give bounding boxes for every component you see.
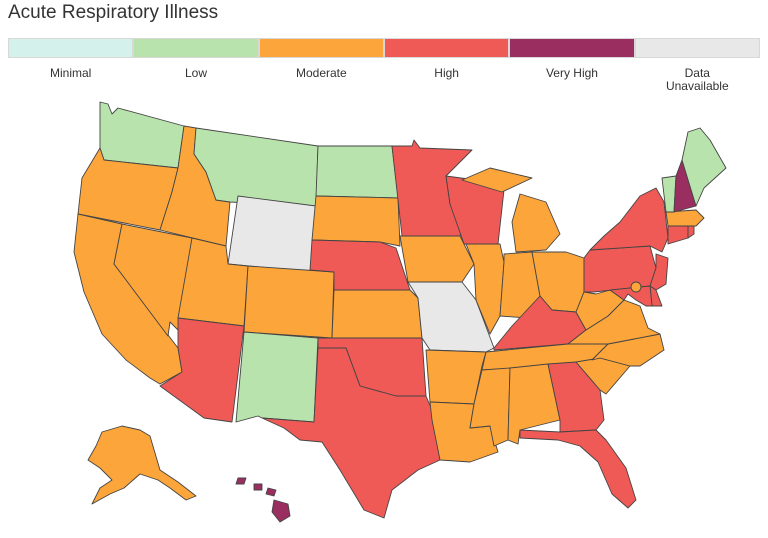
- legend-swatch-low: [133, 38, 259, 58]
- legend-label-moderate: Moderate: [295, 66, 347, 80]
- legend-label-high: High: [434, 66, 459, 80]
- legend-label-minimal: Minimal: [49, 66, 92, 80]
- state-iowa[interactable]: [399, 235, 475, 283]
- state-new-york[interactable]: [589, 187, 669, 253]
- legend-item-very-high[interactable]: Very High: [509, 38, 635, 93]
- state-maine[interactable]: [681, 127, 727, 207]
- legend-swatch-high: [383, 38, 510, 58]
- state-texas[interactable]: [261, 347, 441, 519]
- legend-label-very-high: Very High: [545, 66, 598, 80]
- state-arkansas[interactable]: [425, 349, 487, 405]
- legend-label-low: Low: [184, 66, 207, 80]
- state-arizona[interactable]: [159, 317, 245, 423]
- state-massachusetts[interactable]: [665, 209, 705, 227]
- state-connecticut[interactable]: [667, 223, 689, 245]
- legend-label-unavailable: Data Unavailable: [665, 66, 729, 93]
- state-kansas[interactable]: [331, 289, 423, 339]
- legend-swatch-minimal: [8, 38, 134, 58]
- legend-item-high[interactable]: High: [383, 38, 510, 93]
- state-hawaii[interactable]: [235, 477, 291, 523]
- state-colorado[interactable]: [243, 265, 335, 339]
- state-illinois[interactable]: [465, 243, 505, 335]
- legend: Minimal Low Moderate High Very High Data…: [8, 38, 760, 93]
- state-wyoming[interactable]: [227, 195, 317, 273]
- legend-swatch-moderate: [258, 38, 384, 58]
- state-alaska[interactable]: [87, 425, 197, 505]
- legend-swatch-unavailable: [634, 38, 760, 58]
- state-michigan[interactable]: [461, 167, 561, 253]
- state-south-dakota[interactable]: [311, 195, 401, 247]
- state-new-mexico[interactable]: [235, 331, 319, 423]
- legend-item-unavailable[interactable]: Data Unavailable: [634, 38, 760, 93]
- state-dc[interactable]: [630, 281, 642, 293]
- state-maryland[interactable]: [609, 285, 653, 307]
- state-florida[interactable]: [519, 429, 637, 509]
- map-title: Acute Respiratory Illness: [8, 2, 219, 23]
- legend-item-minimal[interactable]: Minimal: [8, 38, 134, 93]
- legend-item-low[interactable]: Low: [133, 38, 259, 93]
- state-washington[interactable]: [99, 101, 185, 169]
- legend-item-moderate[interactable]: Moderate: [258, 38, 384, 93]
- state-north-dakota[interactable]: [315, 145, 399, 199]
- legend-swatch-very-high: [509, 38, 635, 58]
- state-pennsylvania[interactable]: [583, 245, 657, 293]
